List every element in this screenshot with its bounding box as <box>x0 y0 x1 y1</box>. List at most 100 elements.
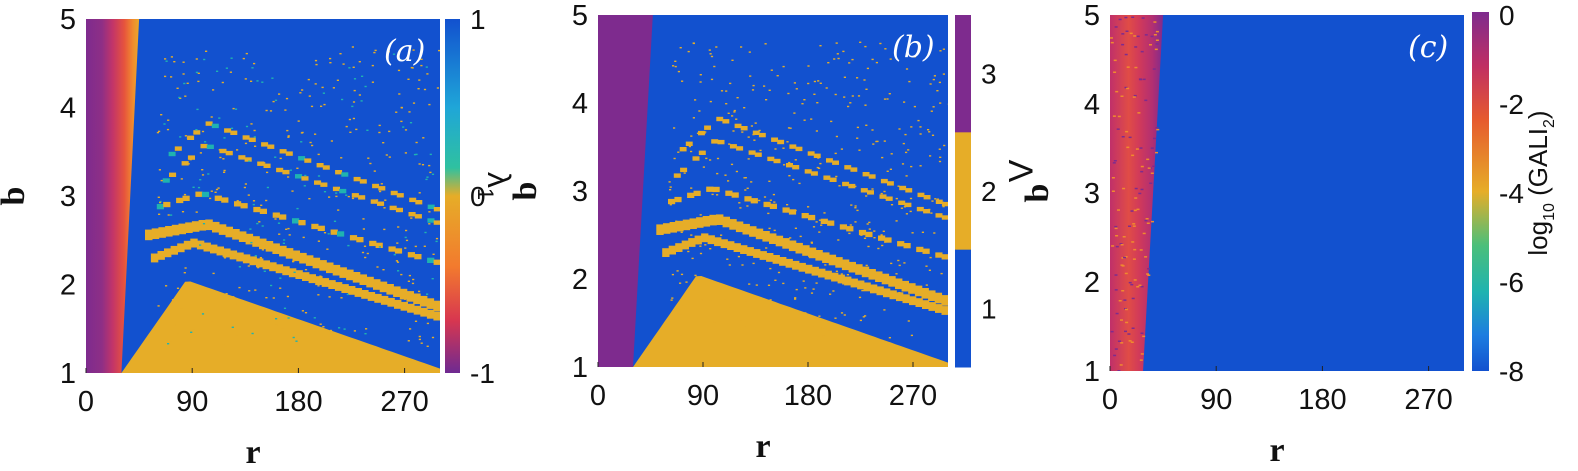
scatter-dot <box>363 245 367 247</box>
scatter-dot <box>820 224 823 226</box>
heatmap-area <box>86 19 440 373</box>
colorbar-tick: -1 <box>470 358 495 389</box>
periodic-band <box>922 248 930 254</box>
periodic-band <box>224 128 232 133</box>
periodic-band <box>720 239 728 249</box>
scatter-dot <box>836 53 839 55</box>
periodic-band <box>339 188 347 194</box>
gali-speckle <box>1133 35 1137 37</box>
periodic-band <box>795 242 803 254</box>
scatter-dot <box>195 211 198 213</box>
scatter-dot <box>871 58 874 61</box>
scatter-dot <box>710 55 714 58</box>
gali-speckle <box>1146 158 1150 161</box>
periodic-band <box>203 242 211 252</box>
gali-speckle <box>1155 43 1159 45</box>
gali-speckle <box>1134 187 1138 190</box>
scatter-dot <box>358 61 361 63</box>
scatter-dot <box>888 337 891 339</box>
scatter-dot <box>329 57 332 60</box>
scatter-dot <box>929 155 932 157</box>
gali-speckle <box>1125 321 1129 324</box>
scatter-dot <box>907 149 910 151</box>
scatter-dot <box>330 140 333 142</box>
scatter-dot <box>898 264 901 267</box>
periodic-band <box>245 233 254 245</box>
scatter-dot <box>858 264 861 267</box>
scatter-dot <box>225 293 228 295</box>
periodic-band <box>749 226 757 237</box>
scatter-dot <box>875 61 878 64</box>
scatter-dot <box>909 210 912 213</box>
periodic-band <box>811 266 819 276</box>
scatter-dot <box>222 255 225 257</box>
scatter-dot <box>241 311 244 313</box>
scatter-dot <box>251 332 254 335</box>
scatter-dot <box>884 241 887 243</box>
periodic-band <box>182 195 190 201</box>
y-tick-label: 5 <box>60 4 76 36</box>
gali-speckle <box>1139 249 1143 251</box>
y-axis-label: b <box>1019 184 1056 203</box>
scatter-dot <box>769 199 772 201</box>
scatter-dot <box>242 57 245 60</box>
scatter-dot <box>813 80 816 83</box>
scatter-dot <box>261 249 264 251</box>
scatter-dot <box>352 101 356 103</box>
periodic-band <box>163 201 171 208</box>
periodic-band <box>823 175 831 180</box>
periodic-band <box>928 302 936 311</box>
scatter-dot <box>279 277 282 279</box>
scatter-dot <box>209 197 212 200</box>
periodic-band <box>292 218 300 224</box>
periodic-band <box>682 219 691 231</box>
scatter-dot <box>865 124 868 126</box>
x-axis-label: r <box>245 434 260 471</box>
y-tick-label: 3 <box>60 181 76 213</box>
periodic-band <box>750 198 758 204</box>
scatter-dot <box>779 318 782 321</box>
scatter-dot <box>758 129 761 132</box>
scatter-dot <box>942 205 945 208</box>
periodic-band <box>808 247 817 259</box>
colorbar-tick: -6 <box>1499 267 1524 298</box>
periodic-band <box>165 226 173 237</box>
periodic-band <box>302 272 310 281</box>
scatter-dot <box>782 65 785 68</box>
periodic-band <box>427 257 435 263</box>
scatter-dot <box>322 92 325 94</box>
gali-speckle <box>1142 232 1146 235</box>
periodic-band <box>386 284 394 295</box>
scatter-dot <box>932 106 935 108</box>
scatter-dot <box>358 94 361 96</box>
scatter-dot <box>672 65 675 67</box>
scatter-dot <box>223 137 226 139</box>
periodic-band <box>935 213 943 218</box>
scatter-dot <box>288 234 291 236</box>
scatter-dot <box>414 320 418 322</box>
scatter-dot <box>158 169 161 171</box>
periodic-band <box>312 257 321 269</box>
scatter-dot <box>317 175 321 177</box>
gali-speckle <box>1120 244 1124 246</box>
periodic-band <box>238 155 246 160</box>
scatter-dot <box>720 234 723 236</box>
periodic-band <box>145 229 153 241</box>
scatter-dot <box>270 338 273 340</box>
gali-speckle <box>1113 71 1117 73</box>
gali-speckle <box>1115 245 1119 248</box>
scatter-dot <box>746 205 749 207</box>
periodic-band <box>769 233 777 244</box>
scatter-dot <box>848 232 851 235</box>
scatter-dot <box>854 185 857 188</box>
scatter-dot <box>739 320 743 323</box>
periodic-band <box>835 257 843 268</box>
scatter-dot <box>269 110 273 112</box>
periodic-band <box>889 290 897 300</box>
scatter-dot <box>834 93 837 96</box>
periodic-band <box>777 139 785 145</box>
scatter-dot <box>847 105 850 108</box>
gali-speckle <box>1112 162 1116 164</box>
scatter-dot <box>231 337 234 339</box>
scatter-dot <box>928 131 931 133</box>
